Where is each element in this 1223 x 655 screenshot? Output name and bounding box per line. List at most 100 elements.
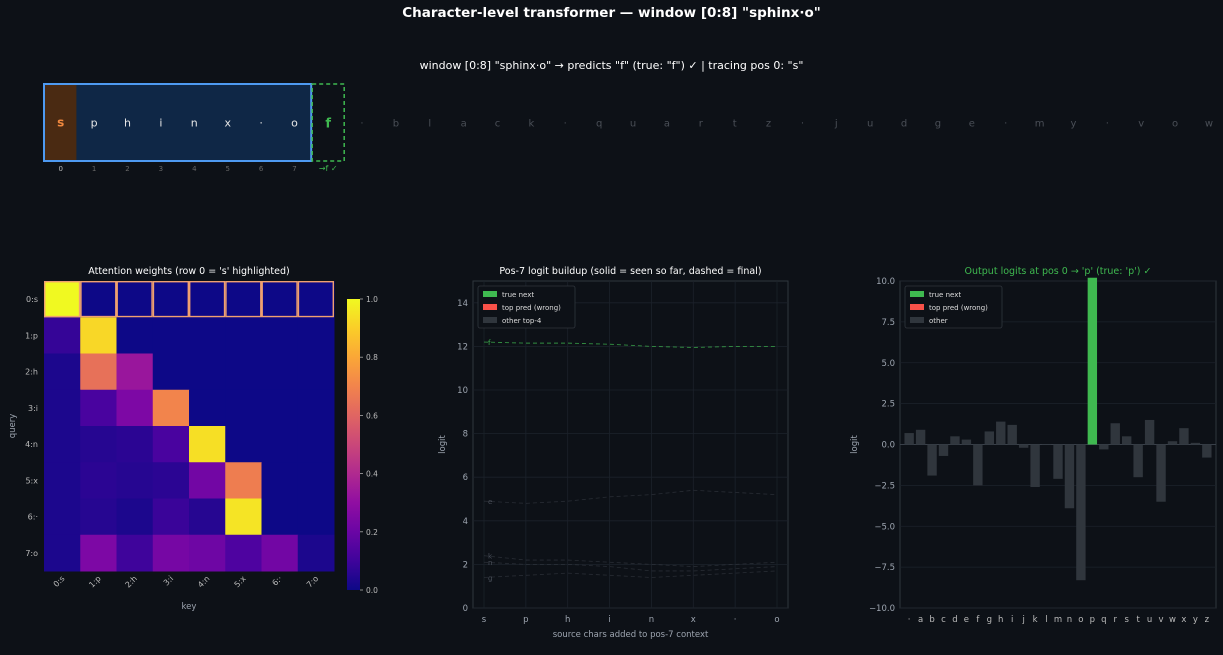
series-label-f: f [488,339,491,347]
rest-char: r [699,119,704,130]
x-tick-label: · [734,615,737,625]
heat-cell [225,353,262,391]
bar-k [1030,444,1040,488]
heat-cell [116,462,154,499]
window-index: 3 [159,165,163,173]
rest-char: j [834,119,838,130]
heat-cell [116,534,154,572]
highlight-cell [80,281,117,318]
series-label-k: k [488,553,493,561]
rest-char: · [1004,119,1007,130]
traced-cell [45,85,77,160]
y-tick-label: 7.5 [881,318,895,328]
output-logits-chart: Output logits at pos 0 → 'p' (true: 'p')… [850,266,1217,625]
rest-char: a [461,119,467,130]
rest-char: · [564,119,567,130]
window-char: n [191,117,198,130]
heat-cell [297,426,335,463]
next-char: f [325,117,331,132]
heat-cell [80,281,117,318]
rest-char: q [596,119,602,130]
heat-cell [152,281,190,318]
x-tick-label: n [649,615,654,625]
col-label: 1:p [87,574,102,589]
plot-frame [472,280,789,609]
legend-entry: top pred (wrong) [929,304,988,312]
highlight-cell [225,281,262,318]
x-tick-label: s [482,615,487,625]
heat-cell [189,462,226,499]
bar-l [1041,444,1052,445]
subtitle: window [0:8] "sphinx·o" → predicts "f" (… [419,59,804,72]
series-line-k [483,555,778,567]
row-label: 6:· [28,513,38,522]
y-tick-label: 10 [457,386,468,396]
rest-char: u [630,119,636,130]
heat-cell [80,389,117,427]
x-tick-label: a [918,615,923,625]
window-index: 6 [259,165,264,173]
heat-cell [189,426,226,463]
heat-cell [261,353,299,391]
legend-swatch [483,304,497,310]
legend-swatch [483,291,497,297]
x-tick-label: m [1054,615,1062,625]
window-index: 7 [292,165,296,173]
heat-cell [189,353,226,391]
bar-t [1133,444,1143,478]
legend-swatch [483,317,497,323]
heat-cell [189,281,226,318]
row-label: 4:n [25,440,38,449]
rest-char: a [664,119,670,130]
x-tick-label: q [1101,615,1106,625]
legend-swatch [910,304,924,310]
chart-title: Pos-7 logit buildup (solid = seen so far… [499,266,761,277]
heat-cell [44,281,81,318]
heat-cell [297,353,335,391]
y-tick-label: 0.0 [881,441,895,451]
y-axis-label: logit [438,435,448,454]
bar-z [1202,444,1212,458]
legend-entry: true next [929,291,961,299]
heat-cell [152,317,190,354]
x-tick-label: e [964,615,969,625]
heat-cell [261,426,299,463]
x-tick-label: i [608,615,610,625]
x-tick-label: y [1193,615,1198,625]
x-tick-label: k [1033,615,1038,625]
x-tick-label: · [908,615,911,625]
rest-char: y [1071,119,1077,130]
rest-char: c [495,119,501,130]
col-label: 2:h [124,574,139,589]
heat-cell [297,498,335,536]
row-label: 7:o [25,549,38,558]
bar-d [950,436,960,445]
heat-cell [80,426,117,463]
bar-a [915,429,926,445]
rest-char: v [1138,119,1144,130]
heat-cell [44,353,81,391]
y-tick-label: −5.0 [874,522,895,532]
heat-cell [225,426,262,463]
bar-f [973,444,983,486]
heat-cell [152,426,190,463]
heat-cell [80,534,117,572]
col-label: 5:x [233,574,248,589]
colorbar [347,299,360,590]
x-tick-label: u [1147,615,1152,625]
bar-q [1099,444,1109,450]
attention-heatmap: Attention weights (row 0 = 's' highlight… [8,266,378,612]
heat-cell [44,498,81,536]
bar-g [984,431,994,445]
heat-cell [189,534,226,572]
bar-s [1122,436,1132,445]
x-tick-label: p [523,615,528,625]
heat-cell [116,353,154,391]
heat-cell [261,389,299,427]
x-tick-label: s [1124,615,1129,625]
rest-char: g [935,119,941,130]
colorbar-tick-label: 1.0 [366,295,378,304]
rest-char: · [801,119,804,130]
legend-box [477,285,576,329]
heat-cell [297,534,335,572]
